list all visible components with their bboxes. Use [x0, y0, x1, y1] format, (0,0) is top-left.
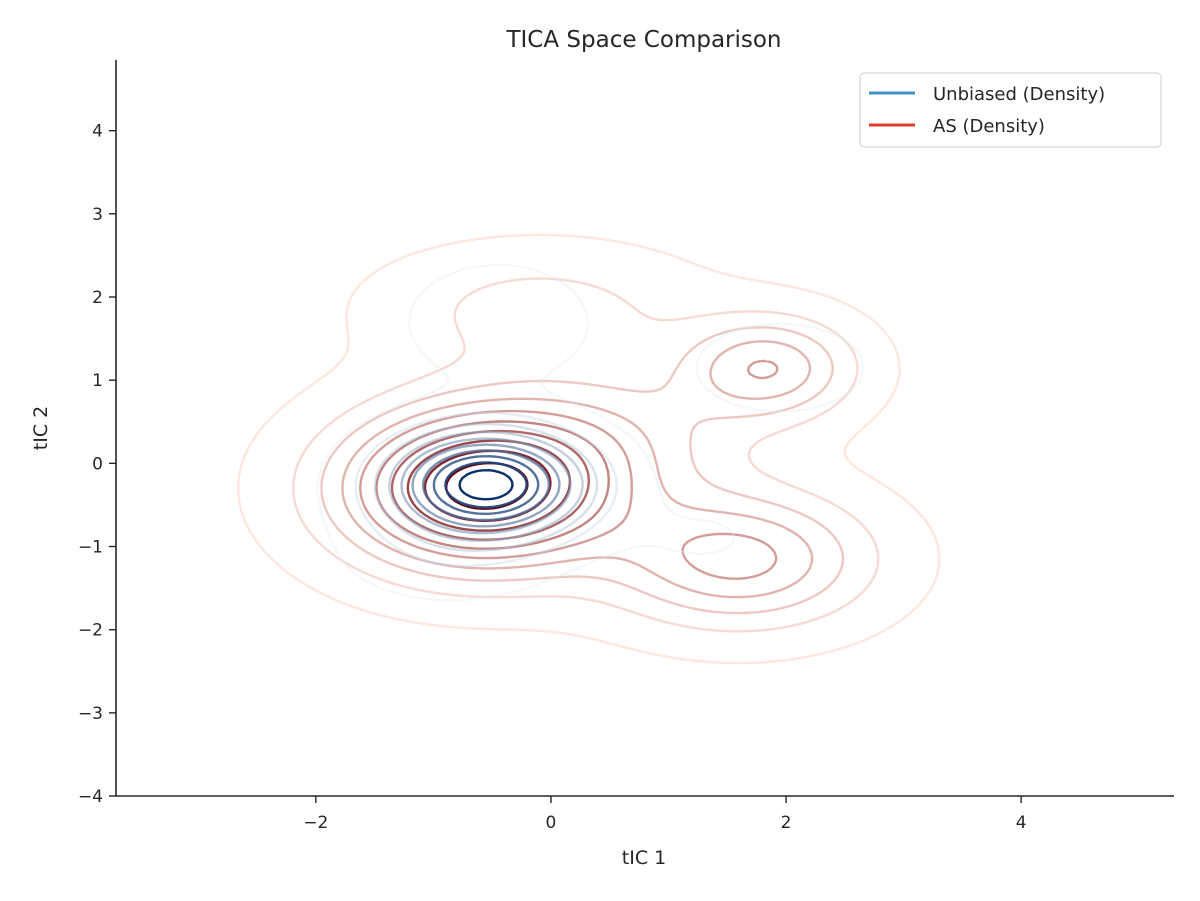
contour-level	[411, 443, 561, 528]
y-tick-label: 3	[92, 205, 103, 225]
y-tick-label: −2	[78, 621, 103, 641]
legend-frame	[859, 72, 1162, 148]
x-tick-label: −2	[303, 813, 328, 833]
contour-level	[422, 449, 551, 522]
contour-series-unbiased	[316, 263, 864, 602]
axes	[115, 60, 1174, 797]
contour-level	[388, 430, 584, 542]
x-tick-label: 2	[781, 813, 792, 833]
legend: Unbiased (Density) AS (Density)	[859, 72, 1162, 148]
y-tick-label: 1	[92, 371, 103, 391]
chart-title: TICA Space Comparison	[505, 27, 781, 53]
y-tick-label: 0	[92, 454, 103, 474]
legend-label-unbiased: Unbiased (Density)	[933, 84, 1105, 105]
contour-level	[432, 455, 540, 515]
y-tick-label: −4	[78, 787, 103, 807]
y-axis-label: tIC 2	[30, 406, 52, 450]
contour-level	[320, 326, 845, 615]
x-ticks: −2 0 2 4	[303, 796, 1027, 833]
y-ticks: −4 −3 −2 −1 0 1 2 3 4	[78, 122, 116, 807]
contour-level	[458, 469, 514, 501]
contour-level	[375, 420, 610, 550]
contour-level	[237, 233, 941, 665]
y-tick-label: −3	[78, 704, 103, 724]
contour-level	[341, 340, 814, 599]
legend-label-as: AS (Density)	[933, 116, 1045, 137]
contour-level	[359, 359, 779, 580]
contour-level	[390, 429, 590, 541]
y-tick-label: 4	[92, 122, 103, 142]
contour-layer	[237, 233, 941, 665]
contour-level	[373, 422, 599, 552]
contour-level	[316, 263, 864, 602]
contour-level	[354, 411, 618, 568]
x-axis-label: tIC 1	[622, 847, 666, 869]
contour-level	[444, 461, 528, 509]
contour-series-as	[237, 233, 941, 665]
contour-level	[292, 277, 880, 633]
y-tick-label: 2	[92, 288, 103, 308]
x-tick-label: 4	[1016, 813, 1027, 833]
y-tick-label: −1	[78, 538, 103, 558]
contour-level	[400, 437, 572, 535]
x-tick-label: 0	[546, 813, 557, 833]
